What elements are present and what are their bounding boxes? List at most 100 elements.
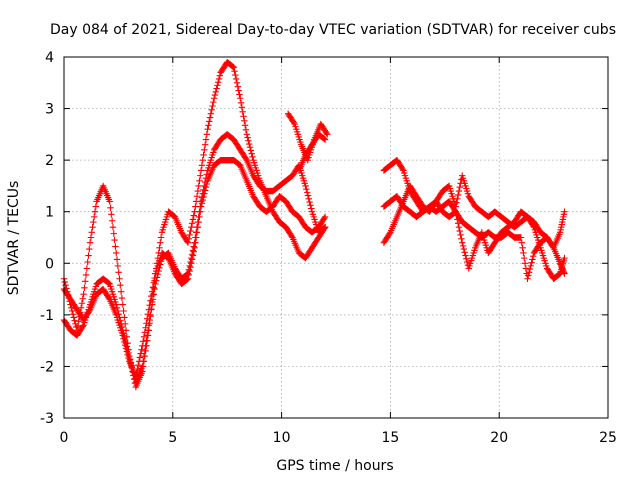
data-points	[60, 58, 568, 391]
data-point	[206, 114, 214, 121]
data-point	[68, 307, 76, 315]
data-point	[237, 99, 245, 106]
data-point	[305, 195, 312, 203]
data-point	[108, 217, 116, 224]
data-point	[199, 156, 206, 164]
series-track-7	[380, 182, 568, 282]
data-point	[462, 252, 469, 259]
data-point	[199, 196, 206, 204]
data-point	[561, 254, 568, 262]
data-point	[459, 239, 466, 246]
data-point	[454, 191, 462, 199]
y-tick-label: -2	[40, 359, 54, 375]
data-point	[115, 269, 122, 276]
data-point	[186, 267, 193, 275]
data-point	[524, 275, 531, 282]
y-tick-label: 0	[45, 256, 54, 272]
x-tick-label: 25	[599, 430, 617, 446]
data-point	[303, 185, 310, 193]
data-point	[194, 223, 202, 231]
data-point	[236, 91, 243, 98]
data-point	[79, 295, 86, 302]
data-point	[197, 172, 204, 179]
series-track-1	[60, 58, 329, 391]
data-point	[82, 271, 90, 279]
data-point	[108, 211, 115, 218]
data-point	[399, 165, 406, 173]
data-point	[463, 258, 471, 266]
data-point	[525, 272, 532, 279]
y-tick-label: 2	[45, 153, 54, 169]
data-point	[198, 200, 206, 207]
data-point	[187, 227, 194, 235]
data-point	[249, 153, 256, 161]
data-point	[240, 113, 247, 120]
data-point	[133, 369, 140, 377]
data-point	[123, 348, 131, 355]
data-point	[215, 75, 223, 83]
y-axis-label: SDTVAR / TECUs	[6, 181, 22, 296]
data-point	[197, 167, 205, 174]
data-point	[84, 258, 91, 266]
data-point	[74, 322, 82, 330]
data-point	[526, 265, 534, 273]
data-point	[230, 64, 237, 71]
data-point	[456, 184, 463, 191]
data-point	[116, 275, 123, 282]
data-point	[77, 304, 85, 311]
data-point	[189, 252, 197, 259]
data-point	[207, 110, 215, 117]
data-point	[79, 323, 86, 330]
data-point	[187, 263, 194, 271]
grid	[64, 57, 608, 418]
data-point	[243, 131, 250, 138]
data-point	[321, 214, 328, 222]
data-point	[149, 283, 157, 291]
data-point	[247, 147, 255, 154]
data-point	[186, 231, 193, 239]
data-point	[139, 363, 146, 370]
data-point	[105, 280, 113, 287]
series-track-8	[380, 193, 568, 282]
data-point	[90, 218, 97, 226]
data-point	[209, 102, 216, 110]
data-point	[137, 350, 144, 357]
data-point	[455, 223, 463, 231]
data-point	[139, 338, 147, 345]
data-point	[561, 208, 568, 215]
data-point	[288, 233, 295, 240]
data-point	[197, 208, 204, 215]
data-point	[530, 222, 537, 230]
data-point	[525, 269, 533, 276]
data-point	[185, 271, 193, 279]
data-point	[205, 122, 212, 129]
x-tick-label: 20	[490, 430, 508, 446]
data-point	[239, 108, 246, 115]
data-point	[118, 294, 126, 302]
data-point	[109, 223, 117, 231]
data-point	[83, 265, 91, 272]
data-point	[203, 180, 210, 188]
data-point	[211, 91, 219, 99]
data-point	[235, 87, 242, 94]
data-point	[70, 314, 77, 321]
data-point	[198, 162, 206, 169]
data-point	[241, 122, 249, 129]
data-point	[188, 260, 195, 267]
data-point	[143, 337, 150, 344]
data-point	[461, 249, 468, 256]
data-point	[200, 193, 207, 201]
data-point	[75, 318, 82, 325]
data-point	[148, 292, 155, 300]
data-point	[141, 329, 148, 336]
data-point	[321, 135, 328, 143]
data-point	[80, 291, 87, 298]
y-tick-label: 3	[45, 102, 54, 118]
data-point	[91, 208, 99, 215]
data-point	[135, 361, 142, 369]
data-point	[242, 155, 250, 163]
data-point	[113, 256, 121, 263]
data-point	[145, 306, 153, 313]
data-point	[457, 231, 464, 239]
